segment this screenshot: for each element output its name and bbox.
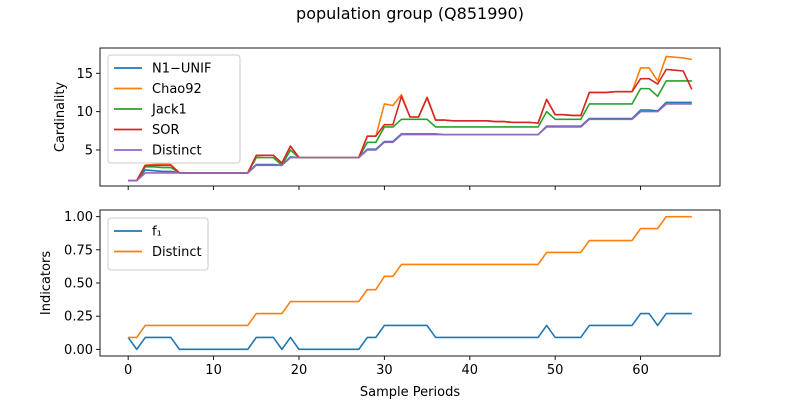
x-tick-label: 0 bbox=[124, 363, 132, 378]
series-line-0 bbox=[127, 312, 692, 351]
y-tick-label: 1.00 bbox=[64, 210, 93, 225]
cardinality-plot: 5 10 15 Cardinality N1−UNIF Chao92 Jack1 SOR Dis… bbox=[53, 47, 721, 190]
x-tick-label: 10 bbox=[205, 363, 222, 378]
legend-label: Distinct bbox=[152, 245, 202, 260]
legend: f₁ Distinct bbox=[107, 217, 209, 271]
y-tick-label: 0.75 bbox=[64, 243, 93, 258]
indicators-plot: 0 10 20 30 40 50 60 0.00 0.25 0.50 0.75 1.00 Indicat… bbox=[39, 209, 721, 378]
legend: N1−UNIF Chao92 Jack1 SOR Distinct bbox=[107, 54, 241, 164]
x-axis-label: Sample Periods bbox=[360, 385, 460, 400]
legend-label: N1−UNIF bbox=[152, 62, 211, 77]
series-line-4 bbox=[128, 103, 692, 182]
y-axis-label: Indicators bbox=[39, 251, 54, 315]
x-tick-label: 60 bbox=[632, 363, 649, 378]
legend-label: f₁ bbox=[152, 225, 162, 240]
y-tick-label: 5 bbox=[85, 143, 93, 158]
figure-title: population group (Q851990) bbox=[296, 4, 524, 23]
y-axis-label: Cardinality bbox=[53, 82, 68, 153]
legend-label: SOR bbox=[152, 123, 180, 138]
legend-label: Jack1 bbox=[151, 103, 187, 118]
y-tick-label: 0.50 bbox=[64, 277, 93, 292]
x-tick-label: 30 bbox=[376, 363, 393, 378]
x-tick-label: 40 bbox=[462, 363, 479, 378]
y-tick-label: 10 bbox=[76, 105, 93, 120]
y-tick-label: 0.25 bbox=[64, 310, 93, 325]
x-tick-label: 20 bbox=[291, 363, 308, 378]
legend-label: Distinct bbox=[152, 144, 202, 159]
y-tick-label: 0.00 bbox=[64, 343, 93, 358]
series-line-1 bbox=[128, 215, 692, 339]
legend-box bbox=[107, 54, 241, 164]
legend-label: Chao92 bbox=[152, 82, 202, 97]
x-tick-label: 50 bbox=[547, 363, 564, 378]
y-tick-label: 15 bbox=[76, 67, 93, 82]
axes-frame bbox=[99, 47, 721, 187]
